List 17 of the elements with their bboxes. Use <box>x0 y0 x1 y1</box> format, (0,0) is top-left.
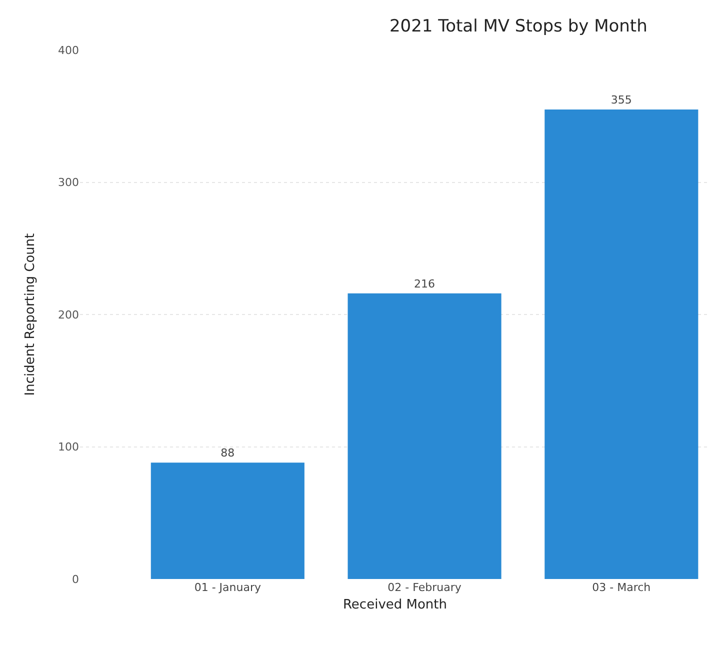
x-tick-label: 03 - March <box>592 581 651 594</box>
bar <box>348 293 502 579</box>
chart-title: 2021 Total MV Stops by Month <box>389 16 648 36</box>
x-axis-title: Received Month <box>342 598 448 613</box>
data-label: 355 <box>610 94 632 107</box>
y-tick-label: 400 <box>58 44 79 57</box>
y-tick-label: 200 <box>58 308 79 322</box>
y-tick-label: 0 <box>72 572 79 586</box>
data-label: 88 <box>220 446 235 460</box>
bar <box>150 462 304 579</box>
y-axis-title: Incident Reporting Count <box>22 233 38 396</box>
y-tick-label: 100 <box>58 440 79 454</box>
data-label: 216 <box>414 277 436 290</box>
bar <box>544 110 698 579</box>
x-tick-label: 02 - February <box>388 581 462 594</box>
x-tick-label: 01 - January <box>194 581 262 594</box>
y-tick-label: 300 <box>58 176 79 190</box>
